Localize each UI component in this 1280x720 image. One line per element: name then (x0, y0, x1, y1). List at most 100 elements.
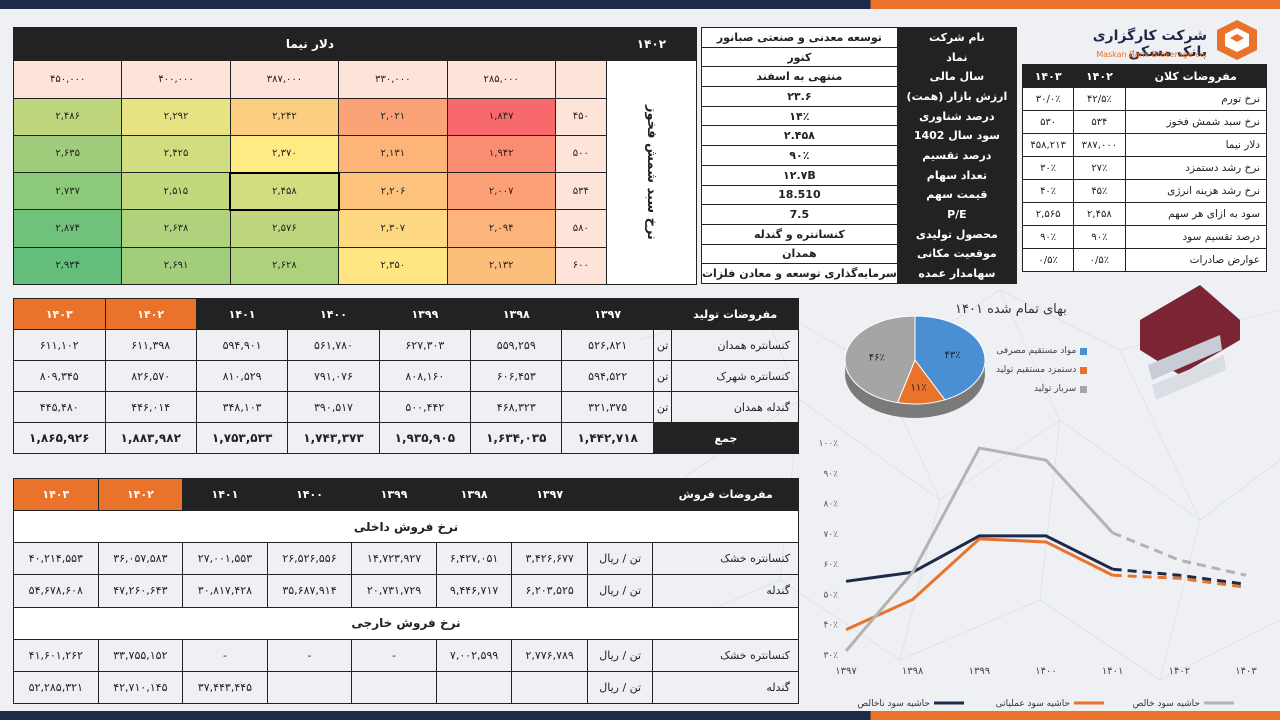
sens-header-row: ۱۴۰۲ دلار نیما (13, 26, 698, 62)
sales-value: ۷,۰۰۲,۵۹۹ (435, 638, 513, 672)
sens-rate: ۵۸۰ (554, 209, 607, 248)
macro-1403: ۳۰٪ (1021, 156, 1075, 180)
macro-key: نرخ تورم (1124, 87, 1267, 111)
sales-header: ۱۴۰۲ (97, 477, 184, 512)
sales-domestic: نرخ فروش داخلی (13, 510, 799, 544)
sales-value: ۳۶,۰۵۷,۵۸۳ (97, 542, 184, 576)
sens-value: ۲,۳۰۷ (338, 209, 448, 248)
prod-header: ۱۴۰۲ (104, 298, 197, 330)
sens-value: ۲,۶۳۵ (12, 134, 123, 174)
logo-title: شرکت کارگزاری بانک مسکن (1092, 28, 1207, 60)
sens-corner-cell (554, 60, 607, 99)
prod-total-value: ۱,۴۴۲,۷۱۸ (561, 422, 654, 454)
sales-value: ۳۷,۴۴۳,۴۴۵ (182, 670, 268, 705)
macro-1402: ۳۸۷,۰۰۰ (1073, 133, 1126, 157)
sales-header-row: مفروضات فروش ۱۳۹۷ ۱۳۹۸ ۱۳۹۹ ۱۴۰۰ ۱۴۰۱ ۱۴۰۲ ۱۴۰۳ (13, 477, 799, 512)
sales-export: نرخ فروش خارجی (13, 606, 799, 640)
sales-export-title: نرخ فروش خارجی (13, 606, 799, 640)
info-value: ۱۲.۷B (701, 164, 898, 186)
series-forecast-line-1 (1112, 567, 1247, 586)
info-row: ارزش بازار (همت) ۲۳.۶ (701, 86, 1018, 107)
macro-key: عوارض صادرات (1124, 248, 1267, 272)
sales-value: ۶,۴۲۷,۰۵۱ (435, 542, 513, 576)
sales-value: ۳۳,۷۵۵,۱۵۲ (97, 638, 184, 672)
sales-value: ۳۵,۶۸۷,۹۱۴ (266, 574, 353, 608)
macro-row: درصد تقسیم سود ۹۰٪ ۹۰٪ (1021, 225, 1267, 249)
macro-1403: ۹۰٪ (1021, 225, 1075, 249)
sens-value: ۲,۷۳۷ (12, 172, 123, 211)
x-tick-label: ۱۳۹۹ (969, 666, 990, 677)
macro-key: نرخ رشد هزینه انرژی (1124, 179, 1267, 203)
pie-title: بهای تمام شده ۱۴۰۱ (955, 302, 1067, 317)
info-row: نماد کنور (701, 46, 1018, 68)
sens-header-label: دلار نیما (13, 26, 607, 62)
sales-value: ۵۴,۶۷۸,۶۰۸ (13, 574, 99, 608)
info-key: موقعیت مکانی (896, 243, 1018, 265)
macro-key: نرخ رشد دستمزد (1124, 156, 1267, 180)
prod-item: گندله همدان (671, 391, 799, 423)
macro-row: نرخ رشد هزینه انرژی ۴۵٪ ۴۰٪ (1021, 179, 1267, 203)
pie-slice-1 (914, 315, 986, 401)
prod-header: ۱۳۹۹ (378, 298, 472, 330)
legend-swatch (1080, 366, 1088, 374)
macro-1402: ۴۵٪ (1073, 179, 1126, 203)
sens-value: ۲,۰۲۱ (338, 97, 448, 136)
info-key: P/E (896, 204, 1018, 225)
sens-rate: ۶۰۰ (554, 246, 607, 286)
x-tick-label: ۱۴۰۲ (1169, 666, 1190, 677)
prod-value: ۳۹۰,۵۱۷ (287, 391, 380, 423)
info-row: P/E 7.5 (701, 204, 1018, 225)
sens-value: ۲,۴۵۸ (229, 171, 340, 211)
sales-unit: تن / ریال (586, 574, 654, 608)
sales-header: ۱۳۹۹ (351, 477, 437, 512)
sens-row: ۵۸۰ ۲,۰۹۴ ۲,۳۰۷ ۲,۵۷۶ ۲,۶۳۸ ۲,۸۷۴ (12, 209, 697, 248)
y-tick-label: ۵۰٪ (823, 590, 838, 600)
sales-value: ۴۰,۲۱۴,۵۵۳ (13, 542, 99, 576)
info-value: ۹۰٪ (701, 145, 898, 166)
macro-header: ۱۴۰۲ (1073, 64, 1126, 88)
decorative-shape (1140, 285, 1240, 400)
line-legend-label: حاشیه سود ناخالص (857, 699, 930, 709)
sens-dollar-value: ۲۸۵,۰۰۰ (446, 60, 556, 99)
sales-header: ۱۳۹۷ (511, 477, 588, 512)
macro-key: نرخ سبد شمش فخوز (1124, 110, 1267, 134)
sales-header: ۱۳۹۸ (435, 477, 513, 512)
info-key: سهامدار عمده (896, 263, 1018, 284)
info-row: سود سال 1402 ۲.۴۵۸ (701, 125, 1018, 147)
y-tick-label: ۴۰٪ (823, 621, 838, 631)
macro-1403: ۳۰/۰٪ (1021, 87, 1075, 111)
prod-value: ۷۹۱,۰۷۶ (287, 360, 380, 392)
cost-pie-chart: ۴۳٪ ۱۱٪ ۴۶٪ (844, 315, 986, 418)
sales-item: کنسانتره خشک (652, 542, 799, 576)
info-value: منتهی به اسفند (701, 66, 898, 88)
prod-value: ۸۰۹,۳۴۵ (13, 360, 106, 392)
sens-value: ۲,۲۰۶ (338, 172, 448, 211)
series-line-2 (845, 537, 1114, 632)
prod-item: کنسانتره شهرک (671, 360, 799, 392)
sens-row: ۶۰۰ ۲,۱۳۲ ۲,۳۵۰ ۲,۶۲۸ ۲,۶۹۱ ۲,۹۳۴ (12, 246, 697, 286)
prod-header: ۱۳۹۷ (561, 298, 654, 330)
prod-header: ۱۳۹۸ (470, 298, 563, 330)
sales-value (351, 670, 437, 705)
sens-dollar-value: ۴۰۰,۰۰۰ (121, 60, 231, 99)
x-tick-label: ۱۳۹۷ (835, 666, 857, 677)
sens-value: ۲,۸۷۴ (12, 209, 123, 248)
sales-value: ۲,۷۷۶,۷۸۹ (511, 638, 588, 672)
sales-domestic-row: کنسانتره خشک تن / ریال ۳,۴۲۶,۶۷۷ ۶,۴۲۷,۰۵۱ ۱… (13, 542, 799, 576)
prod-unit: تن (652, 360, 673, 392)
pie-legend: مواد مستقیم مصرفی دستمزد مستقیم تولید سربا… (996, 346, 1088, 403)
info-row: تعداد سهام ۱۲.۷B (701, 164, 1018, 186)
series-line-3 (844, 446, 1114, 652)
sales-item: گندله (652, 670, 799, 705)
sales-value: - (351, 638, 437, 672)
sens-value: ۲,۹۳۴ (12, 246, 123, 286)
prod-value: ۶۰۶,۴۵۳ (470, 360, 563, 392)
x-tick-label: ۱۴۰۱ (1102, 666, 1123, 677)
prod-value: ۶۱۱,۳۹۸ (104, 329, 197, 361)
sales-header (586, 477, 654, 512)
sales-value: - (182, 638, 268, 672)
info-key: قیمت سهم (896, 184, 1018, 206)
macro-1402: ۲۷٪ (1073, 156, 1126, 180)
macro-row: سود به ازای هر سهم ۲,۴۵۸ ۲,۵۶۵ (1021, 202, 1267, 226)
prod-value: ۵۵۹,۲۵۹ (470, 329, 563, 361)
